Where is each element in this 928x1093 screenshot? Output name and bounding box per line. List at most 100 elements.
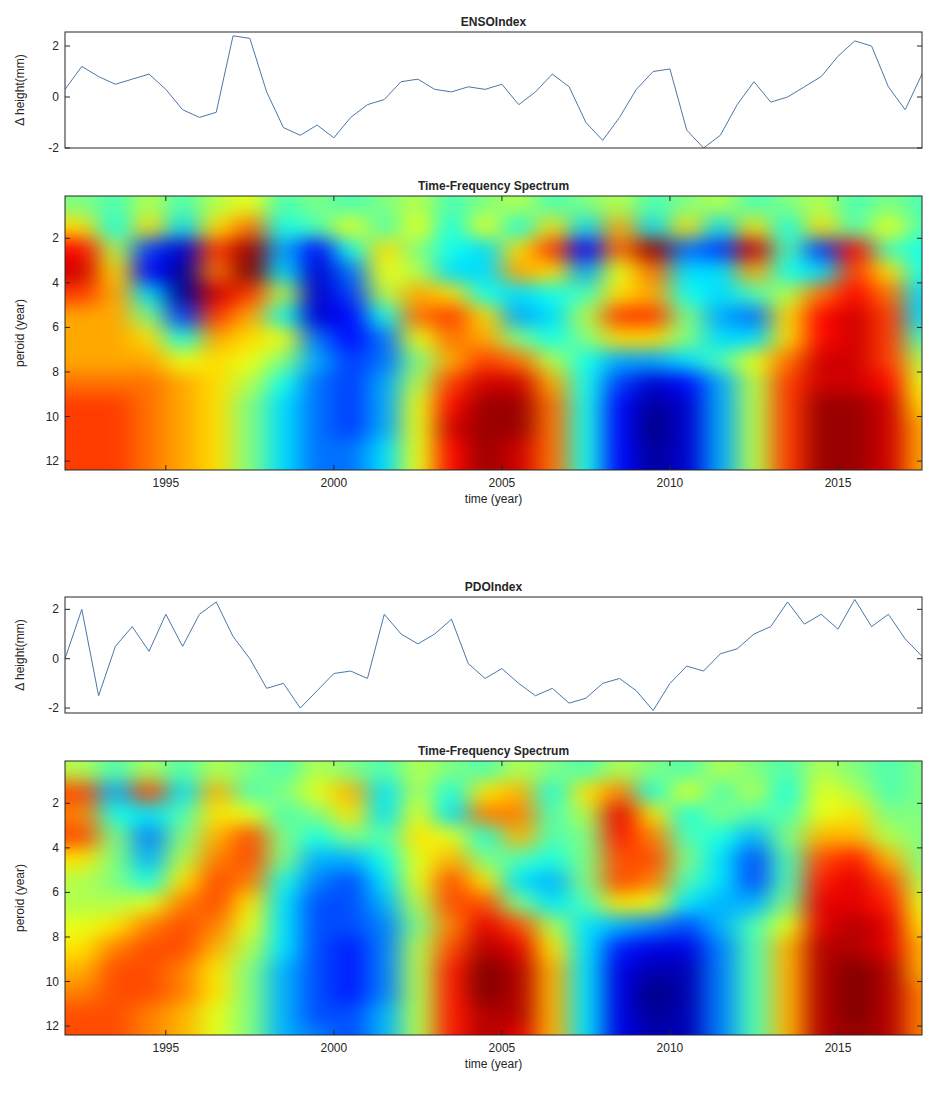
cell <box>670 327 704 350</box>
cell <box>737 261 771 284</box>
y-tick <box>65 847 922 848</box>
cell <box>334 803 368 826</box>
cell <box>603 915 637 938</box>
cell <box>267 1026 301 1035</box>
cell <box>468 803 502 826</box>
cell <box>99 982 133 1005</box>
cell <box>804 196 838 217</box>
cell <box>468 394 502 417</box>
cell <box>468 417 502 440</box>
cell <box>536 394 570 417</box>
cell <box>435 261 469 284</box>
frame <box>65 32 922 148</box>
cell <box>435 848 469 871</box>
cell <box>401 803 435 826</box>
y-tick <box>65 97 922 98</box>
cell <box>334 350 368 373</box>
cell <box>536 892 570 915</box>
cell <box>435 1004 469 1027</box>
cell <box>132 937 166 960</box>
cell <box>367 372 401 395</box>
cell <box>603 1004 637 1027</box>
cell <box>838 892 872 915</box>
frame <box>65 761 922 1035</box>
cell <box>99 761 133 782</box>
panel: 2468101219952000200520102015Time-Frequen… <box>13 179 928 506</box>
y-tick-label: 8 <box>52 930 59 944</box>
cell <box>65 439 99 462</box>
y-tick-label: 6 <box>52 320 59 334</box>
cell <box>166 196 200 217</box>
cell <box>569 937 603 960</box>
cell <box>771 417 805 440</box>
cell <box>536 781 570 804</box>
cell <box>233 283 267 306</box>
cell <box>468 781 502 804</box>
cell <box>737 781 771 804</box>
cell <box>468 761 502 782</box>
cell <box>569 350 603 373</box>
cell <box>670 461 704 470</box>
cell <box>65 196 99 217</box>
cell <box>670 781 704 804</box>
cell <box>569 461 603 470</box>
cell <box>838 959 872 982</box>
cell <box>435 372 469 395</box>
cell <box>502 196 536 217</box>
cell <box>435 781 469 804</box>
cell <box>65 826 99 849</box>
cell <box>132 261 166 284</box>
cell <box>502 870 536 893</box>
cell <box>603 959 637 982</box>
x-axis-title: time (year) <box>465 492 522 506</box>
cell <box>367 196 401 217</box>
cell <box>367 892 401 915</box>
y-axis-title: Δ height(mm) <box>13 54 27 125</box>
cell <box>704 283 738 306</box>
cell <box>132 461 166 470</box>
x-tick-label: 1995 <box>152 476 179 490</box>
cell <box>569 826 603 849</box>
cell <box>737 394 771 417</box>
cell <box>300 937 334 960</box>
cell <box>670 350 704 373</box>
cell <box>166 305 200 328</box>
cell <box>300 959 334 982</box>
cell <box>838 439 872 462</box>
cell <box>435 915 469 938</box>
cell <box>905 417 922 440</box>
cell <box>267 196 301 217</box>
x-tick-label: 1995 <box>152 1041 179 1055</box>
y-tick <box>65 416 922 417</box>
cell <box>603 216 637 239</box>
y-tick-label: 12 <box>46 454 60 468</box>
cell <box>838 372 872 395</box>
cell <box>401 283 435 306</box>
cell <box>367 350 401 373</box>
cell <box>166 439 200 462</box>
cell <box>872 305 906 328</box>
cell <box>737 461 771 470</box>
cell <box>300 327 334 350</box>
cell <box>199 417 233 440</box>
cell <box>65 848 99 871</box>
cell <box>502 937 536 960</box>
cell <box>468 327 502 350</box>
cell <box>65 283 99 306</box>
x-tick-label: 2010 <box>657 476 684 490</box>
cell <box>132 238 166 261</box>
cell <box>267 350 301 373</box>
y-tick-label: 10 <box>46 975 60 989</box>
cell <box>99 781 133 804</box>
cell <box>536 1004 570 1027</box>
cell <box>603 196 637 217</box>
cell <box>771 892 805 915</box>
cell <box>737 982 771 1005</box>
x-tick-label: 2000 <box>321 476 348 490</box>
cell <box>905 892 922 915</box>
cell <box>300 417 334 440</box>
cell <box>401 216 435 239</box>
cell <box>569 372 603 395</box>
cell <box>468 848 502 871</box>
cell <box>334 417 368 440</box>
